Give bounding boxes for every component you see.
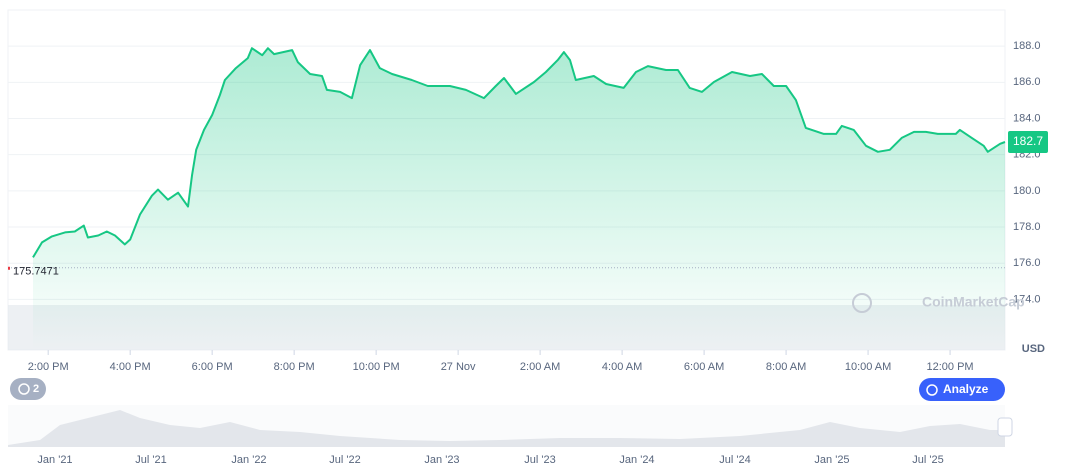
- x-tick-label: 6:00 PM: [192, 361, 233, 373]
- x-tick-label: 8:00 AM: [766, 361, 806, 373]
- reference-label: 175.7471: [13, 266, 59, 278]
- analyze-icon: [926, 384, 938, 396]
- x-tick-label: 10:00 AM: [845, 361, 891, 373]
- navigator-label: Jul '21: [135, 454, 166, 466]
- y-tick-label: 176.0: [1013, 257, 1041, 269]
- navigator-label: Jan '23: [424, 454, 459, 466]
- navigator-label: Jan '22: [231, 454, 266, 466]
- badge-icon: [18, 383, 30, 395]
- watermark: CoinMarketCap: [922, 294, 1025, 310]
- watermark-logo: [852, 293, 872, 313]
- y-tick-label: 188.0: [1013, 40, 1041, 52]
- x-tick-label: 4:00 AM: [602, 361, 642, 373]
- x-tick-label: 2:00 AM: [520, 361, 560, 373]
- badge-count: 2: [33, 383, 39, 395]
- analyze-label: Analyze: [943, 382, 989, 396]
- x-tick-label: 10:00 PM: [353, 361, 400, 373]
- x-tick-label: 6:00 AM: [684, 361, 724, 373]
- navigator-area: [8, 410, 1005, 447]
- navigator-label: Jan '21: [37, 454, 72, 466]
- price-line: [32, 47, 1006, 258]
- y-tick-label: 174.0: [1013, 293, 1041, 305]
- navigator-label: Jul '24: [719, 454, 750, 466]
- navigator-label: Jul '25: [912, 454, 943, 466]
- x-tick-label: 4:00 PM: [110, 361, 151, 373]
- navigator-label: Jan '25: [814, 454, 849, 466]
- price-tag: [1008, 131, 1048, 154]
- navigator-label: Jan '24: [619, 454, 654, 466]
- y-tick-label: 184.0: [1013, 112, 1041, 124]
- y-tick-label: 186.0: [1013, 76, 1041, 88]
- analyze-button[interactable]: [919, 378, 1005, 401]
- navigator-label: Jul '22: [329, 454, 360, 466]
- reference-marker: [8, 266, 10, 270]
- y-tick-label: 178.0: [1013, 221, 1041, 233]
- x-tick-label: 2:00 PM: [28, 361, 69, 373]
- y-tick-label: 180.0: [1013, 185, 1041, 197]
- x-tick-label: 8:00 PM: [274, 361, 315, 373]
- badge[interactable]: [10, 378, 46, 400]
- area: [33, 48, 1005, 350]
- x-tick-label: 12:00 PM: [927, 361, 974, 373]
- plot: 174.0176.0178.0180.0182.0184.0186.0188.0…: [8, 40, 1048, 373]
- price-tag-label: 182.7: [1013, 134, 1043, 148]
- y-axis-label: USD: [1022, 343, 1045, 355]
- navigator-label: Jul '23: [524, 454, 555, 466]
- navigator-handle[interactable]: [997, 417, 1013, 437]
- x-tick-label: 27 Nov: [441, 361, 476, 373]
